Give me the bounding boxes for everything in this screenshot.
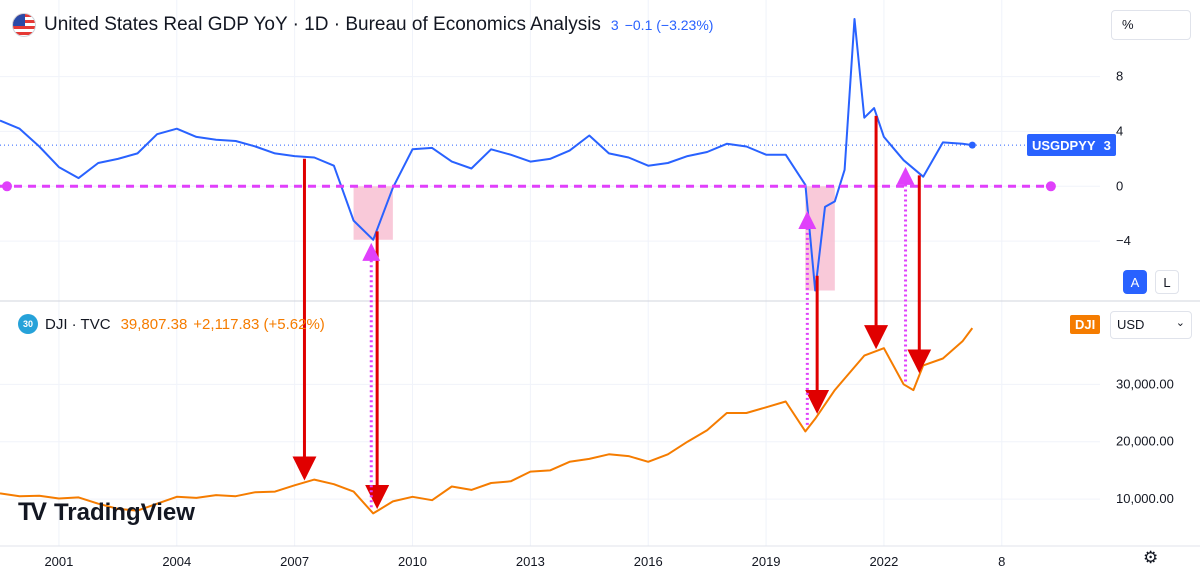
- gdp-ytick-label: 0: [1116, 178, 1123, 193]
- tradingview-logo-icon: TV: [18, 498, 47, 526]
- gdp-change: −0.1 (−3.23%): [624, 17, 714, 33]
- percent-scale-label[interactable]: %: [1111, 10, 1191, 40]
- currency-select[interactable]: USD ⌄: [1110, 311, 1192, 339]
- x-tick-label: 2007: [280, 554, 309, 569]
- tradingview-wordmark: TradingView: [53, 498, 195, 526]
- gdp-tag-name: USGDPYY: [1032, 137, 1096, 153]
- log-scale-button[interactable]: L: [1155, 270, 1179, 294]
- gdp-legend[interactable]: United States Real GDP YoY · 1D · Bureau…: [12, 10, 713, 40]
- dji-ytick-label: 30,000.00: [1116, 376, 1174, 391]
- x-tick-label: 2022: [869, 554, 898, 569]
- gear-icon[interactable]: ⚙: [1143, 548, 1159, 567]
- dji-last-values: 39,807.38 +2,117.83 (+5.62%): [121, 316, 325, 333]
- chevron-down-icon: ⌄: [1175, 317, 1185, 329]
- gdp-tag-value: 3: [1103, 137, 1111, 153]
- auto-scale-button[interactable]: A: [1123, 270, 1147, 294]
- gdp-ytick-label: 4: [1116, 123, 1123, 138]
- dji-price-tag: DJI: [1070, 315, 1101, 334]
- x-tick-label: 8: [998, 554, 1005, 569]
- currency-label: USD: [1117, 317, 1145, 332]
- recession-band: [353, 186, 393, 240]
- x-tick-label: 2001: [44, 554, 73, 569]
- x-tick-label: 2010: [398, 554, 427, 569]
- dji-ytick-label: 20,000.00: [1116, 434, 1174, 449]
- gdp-series-title: United States Real GDP YoY · 1D · Bureau…: [44, 14, 601, 35]
- dji-change: +2,117.83 (+5.62%): [193, 315, 325, 333]
- gdp-last-value: 3: [610, 17, 619, 33]
- dji-series-title: DJI · TVC: [45, 315, 111, 333]
- dji-ytick-label: 10,000.00: [1116, 491, 1174, 506]
- threshold-start-point: [2, 181, 12, 192]
- gdp-ytick-label: 8: [1116, 69, 1123, 84]
- threshold-end-point: [1045, 181, 1056, 192]
- tradingview-watermark: TV TradingView: [18, 498, 195, 527]
- x-tick-label: 2019: [752, 554, 781, 569]
- x-tick-label: 2013: [516, 554, 545, 569]
- us-flag-icon: [12, 13, 36, 37]
- dji-badge-icon: 30: [18, 314, 38, 334]
- gdp-series-line: [0, 18, 973, 292]
- x-tick-label: 2016: [634, 554, 663, 569]
- dji-series-line: [0, 327, 974, 515]
- gdp-last-values: 3 −0.1 (−3.23%): [611, 17, 714, 33]
- gdp-price-tag: USGDPYY 3: [1027, 134, 1116, 156]
- gdp-ytick-label: −4: [1116, 233, 1131, 248]
- x-tick-label: 2004: [162, 554, 191, 569]
- dji-legend[interactable]: 30 DJI · TVC 39,807.38 +2,117.83 (+5.62%): [18, 312, 325, 336]
- gdp-last-point: [968, 141, 976, 149]
- dji-last-value: 39,807.38: [120, 315, 188, 333]
